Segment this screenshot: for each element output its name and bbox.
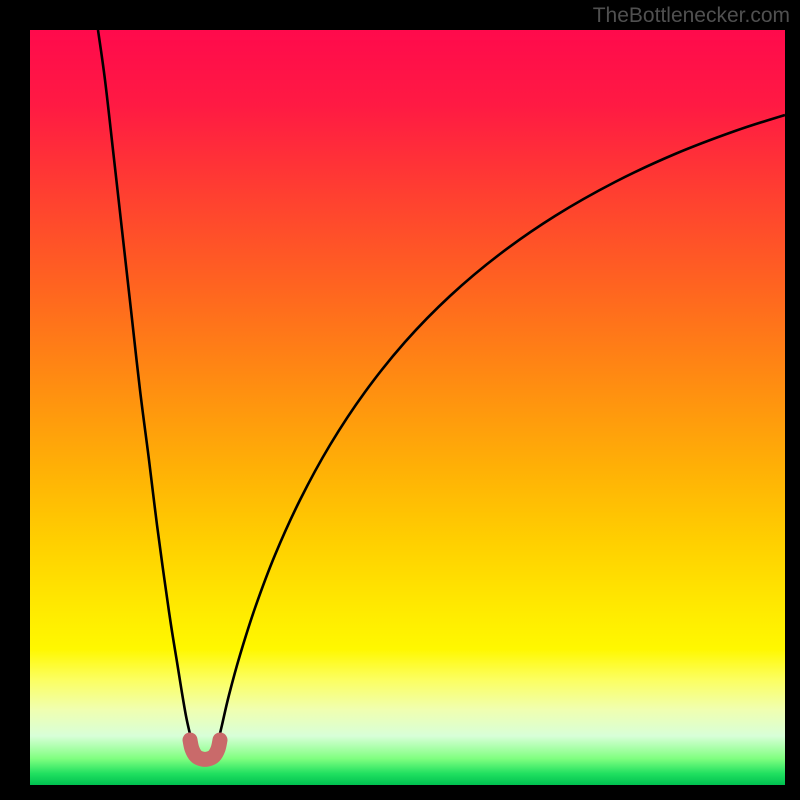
watermark-text: TheBottlenecker.com [593, 4, 790, 28]
bottleneck-chart [0, 0, 800, 800]
chart-stage: TheBottlenecker.com [0, 0, 800, 800]
